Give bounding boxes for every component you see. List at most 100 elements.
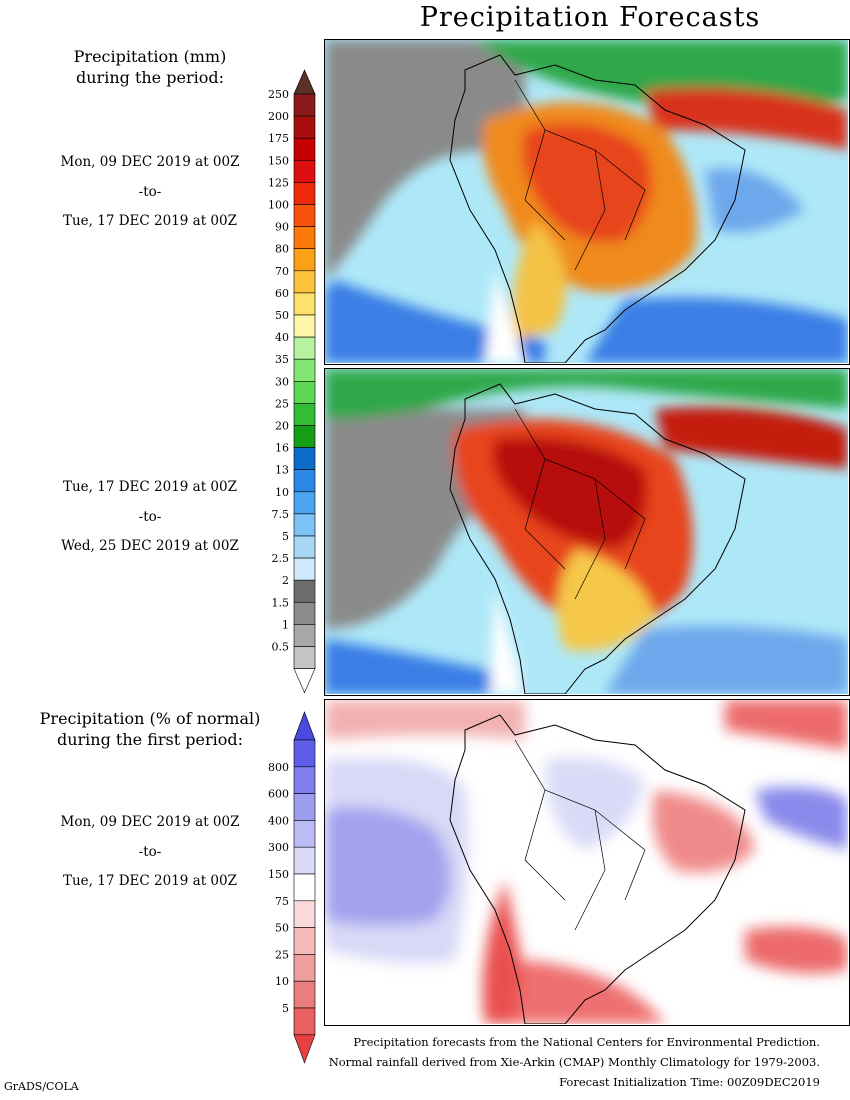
colorbar-pct-tick-label: 400 — [268, 814, 289, 827]
colorbar-pct-swatch — [293, 927, 316, 955]
rain-band-south-atlantic — [585, 297, 848, 363]
period-2-sep: -to- — [138, 509, 162, 525]
footer-line-3: Forecast Initialization Time: 00Z09DEC20… — [559, 1075, 820, 1089]
colorbar-mm-tick-label: 80 — [275, 243, 289, 256]
colorbar-mm-swatch — [293, 425, 316, 448]
colorbar-mm-tick-label: 40 — [275, 331, 289, 344]
colorbar-pct-swatch — [293, 873, 316, 902]
period-1-end: Tue, 17 DEC 2019 at 00Z — [62, 213, 237, 229]
andes-dry — [485, 270, 525, 363]
colorbar-mm-swatch — [293, 579, 316, 603]
colorbar-mm-swatch — [293, 270, 316, 294]
colorbar-mm-tick-label: 2.5 — [272, 552, 290, 565]
colorbar-mm-tick-label: 35 — [275, 353, 289, 366]
colorbar-mm-swatch — [293, 314, 316, 338]
colorbar-pct-top-arrow — [293, 711, 316, 741]
colorbar-mm-tick-label: 5 — [282, 530, 289, 543]
colorbar-mm-swatch — [293, 557, 316, 581]
itcz-band — [655, 406, 848, 469]
andes-dry — [490, 589, 525, 694]
colorbar-mm-swatch — [293, 226, 316, 250]
colorbar-pct-swatch — [293, 739, 316, 768]
map-panel-pct-normal — [324, 699, 850, 1026]
colorbar-mm-tick-label: 90 — [275, 221, 289, 234]
colorbar-pct-tick-label: 800 — [268, 761, 289, 774]
pct-field — [325, 700, 848, 1024]
colorbar-pct-tick-label: 5 — [282, 1002, 289, 1015]
colorbar-mm-swatch — [293, 624, 316, 647]
south-america-coastline — [449, 714, 746, 1024]
below-normal-north — [325, 700, 525, 740]
colorbar-pct-svg: 800 600 400 300 150 75 50 25 10 5 — [268, 711, 316, 1064]
map-panel-precip-period-1 — [324, 39, 850, 365]
map-pct-normal — [325, 700, 848, 1024]
amazon-rain-core — [492, 437, 647, 549]
footer-line-2: Normal rainfall derived from Xie-Arkin (… — [328, 1055, 820, 1069]
period-3-sep: -to- — [138, 844, 162, 860]
colorbar-pct-swatch — [293, 846, 316, 875]
colorbar-mm-bottom-arrow — [293, 668, 316, 694]
colorbar-mm-swatch — [293, 336, 316, 360]
country-borders — [514, 408, 646, 600]
above-normal-amazon — [545, 757, 645, 850]
colorbar-mm-swatch — [293, 535, 316, 559]
colorbar-mm-tick-label: 7.5 — [272, 508, 290, 521]
colorbar-mm: 250 200 175 150 125 100 90 80 70 60 50 40 35 30 25 20 16… — [250, 69, 325, 694]
precip-field — [325, 369, 848, 694]
map-precip-period-1 — [325, 40, 848, 363]
below-normal-brazil — [652, 790, 755, 873]
map-precip-period-2 — [325, 369, 848, 694]
colorbar-mm-tick-label: 125 — [268, 176, 289, 189]
colorbar-mm-tick-label: 16 — [275, 442, 289, 455]
colorbar-mm-tick-label: 25 — [275, 397, 289, 410]
colorbar-pct-tick-label: 50 — [275, 922, 289, 935]
colorbar-mm-swatch — [293, 248, 316, 272]
colorbar-mm-swatch — [293, 115, 316, 139]
above-normal-atlantic — [755, 786, 848, 850]
colorbar-mm-tick-label: 200 — [268, 110, 289, 123]
period-1-sep: -to- — [138, 184, 162, 200]
page-title: Precipitation Forecasts — [419, 2, 761, 33]
south-america-coastline — [449, 383, 746, 694]
colorbar-mm-swatch — [293, 380, 316, 404]
colorbar-pct-swatch — [293, 766, 316, 794]
nordeste-band — [705, 168, 805, 233]
amazon-rain-core — [522, 123, 652, 242]
period-2-start: Tue, 17 DEC 2019 at 00Z — [62, 479, 237, 495]
colorbar-mm-swatch — [293, 93, 316, 117]
colorbar-pct-bottom-arrow — [293, 1034, 316, 1064]
legend-pct-header-line1: Precipitation (% of normal) — [39, 709, 261, 728]
colorbar-pct-swatch — [293, 1007, 316, 1036]
colorbar-mm-swatch — [293, 204, 316, 227]
map-panel-precip-period-2 — [324, 368, 850, 696]
below-normal-northeast — [725, 700, 848, 750]
colorbar-mm-tick-label: 2 — [282, 574, 289, 587]
below-normal-argentina — [515, 960, 665, 1024]
colorbar-mm-swatch — [293, 137, 316, 161]
precip-field — [325, 40, 848, 363]
colorbar-mm-swatch — [293, 491, 316, 515]
colorbar-mm-swatch — [293, 182, 316, 205]
colorbar-mm-svg: 2502001751501251009080706050403530252016… — [268, 69, 316, 694]
colorbar-mm-swatch — [293, 513, 316, 537]
legend-mm-header-line2: during the period: — [76, 68, 224, 87]
colorbar-mm-tick-label: 1 — [282, 618, 289, 631]
legend-mm-header-line1: Precipitation (mm) — [73, 47, 227, 66]
footer: Precipitation forecasts from the Nationa… — [329, 1032, 820, 1092]
period-1-start: Mon, 09 DEC 2019 at 00Z — [60, 154, 240, 170]
rain-band-south-atlantic — [605, 625, 848, 694]
colorbar-pct-swatch — [293, 980, 316, 1009]
colorbar-mm-tick-label: 13 — [275, 464, 289, 477]
colorbar-mm-swatch — [293, 447, 316, 471]
colorbar-mm-tick-label: 100 — [268, 199, 289, 212]
below-normal-atlantic — [745, 926, 848, 974]
dry-zone-pacific — [325, 40, 525, 280]
colorbar-pct-tick-label: 10 — [275, 975, 289, 988]
colorbar-mm-tick-label: 60 — [275, 287, 289, 300]
colorbar-mm-tick-label: 10 — [275, 486, 289, 499]
above-normal-pacific-halo — [325, 758, 469, 964]
footer-line-1: Precipitation forecasts from the Nationa… — [353, 1035, 820, 1049]
colorbar-pct-swatch — [293, 820, 316, 848]
colorbar-mm-tick-label: 250 — [268, 88, 289, 101]
legend-mm-header: Precipitation (mm) during the period: — [20, 46, 280, 88]
